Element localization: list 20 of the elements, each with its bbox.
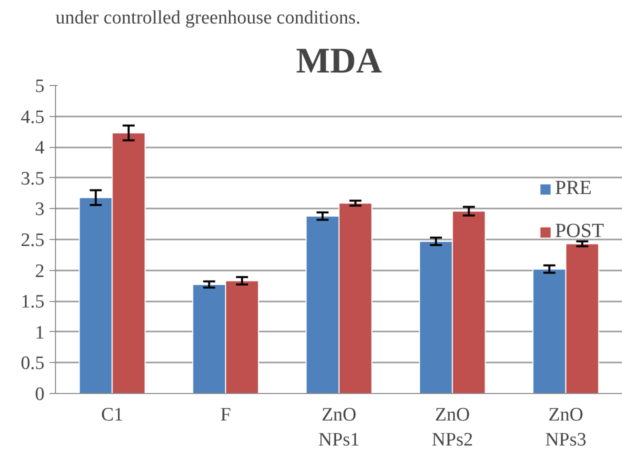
y-tick-label: 1	[35, 322, 44, 344]
y-tick-label: 4	[35, 138, 45, 159]
x-tick-label: C1	[101, 404, 124, 426]
text: under controlled greenhouse conditions.	[56, 8, 360, 28]
x-tick-label: ZnO NPs1	[318, 404, 360, 451]
y-tick-label: 2.5	[20, 230, 44, 251]
legend-label: POST	[555, 220, 604, 243]
y-tick-label: 5	[35, 76, 44, 97]
x-tick-label: F	[220, 404, 231, 426]
chart-title: MDA	[296, 40, 382, 80]
y-tick-label: 2	[35, 260, 44, 282]
y-tick-label: 4.5	[20, 106, 44, 128]
y-tick-label: 0.5	[20, 353, 44, 374]
y-tick-label: 3.5	[20, 168, 44, 190]
y-tick-label: 0	[35, 384, 44, 405]
y-tick-label: 3	[35, 199, 44, 220]
x-tick-label: ZnO NPs3	[545, 404, 586, 451]
y-tick-label: 1.5	[20, 292, 44, 313]
x-tick-label: ZnO NPs2	[432, 404, 473, 451]
legend-label: PRE	[555, 177, 592, 200]
